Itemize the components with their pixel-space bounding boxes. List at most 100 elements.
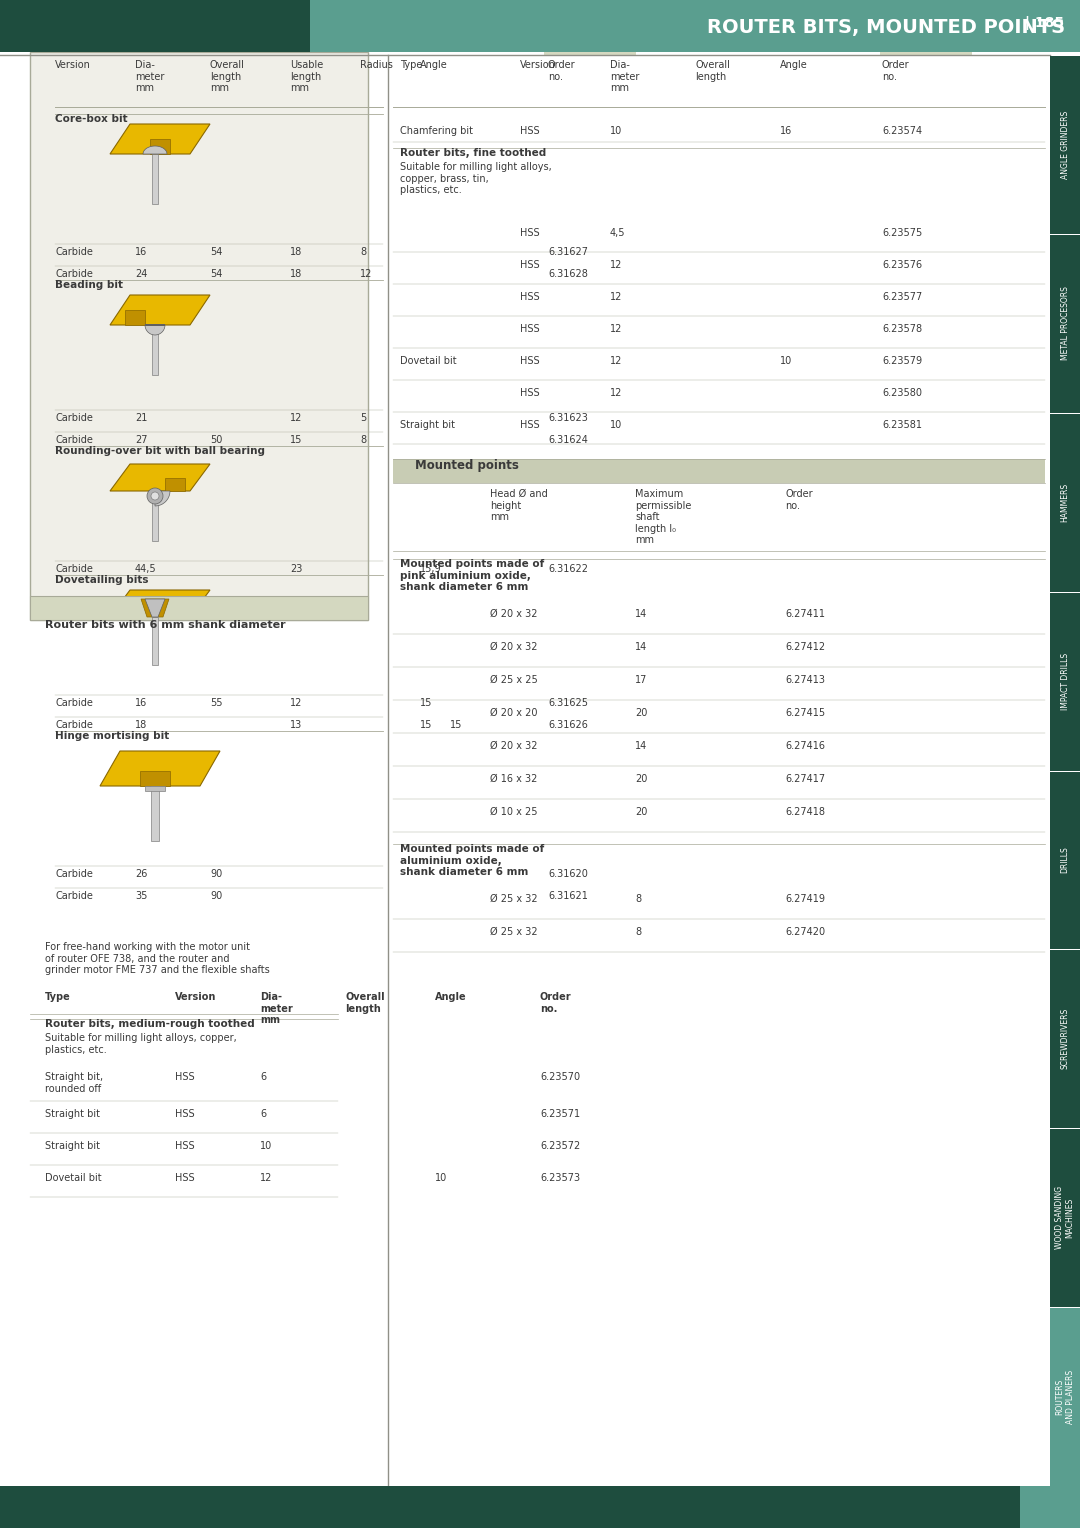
Polygon shape [145,599,165,617]
Text: HSS: HSS [519,324,540,335]
Text: 16: 16 [135,698,147,707]
Polygon shape [143,147,167,154]
Bar [1050,593,1080,770]
Text: ROUTER BITS, MOUNTED POINTS: ROUTER BITS, MOUNTED POINTS [707,18,1065,38]
Text: Overall
length: Overall length [696,60,730,81]
Text: Carbide: Carbide [55,869,93,879]
Text: 6.23571: 6.23571 [540,1109,580,1118]
Polygon shape [110,465,210,490]
Text: Dia-
meter
mm: Dia- meter mm [260,992,293,1025]
Text: For free-hand working with the motor unit
of router OFE 738, and the router and
: For free-hand working with the motor uni… [45,941,270,975]
Text: 44,5: 44,5 [135,564,157,575]
Circle shape [147,487,163,504]
Text: 90: 90 [210,869,222,879]
Text: HSS: HSS [519,228,540,238]
Text: Dia-
meter
mm: Dia- meter mm [135,60,164,93]
Bar [30,596,368,620]
Text: 12: 12 [291,698,302,707]
Text: Rounding-over bit with ball bearing: Rounding-over bit with ball bearing [55,446,265,455]
Text: Order
no.: Order no. [785,489,812,510]
Text: HSS: HSS [519,292,540,303]
Bar [30,52,368,620]
Text: 6.27418: 6.27418 [785,807,825,817]
Polygon shape [156,490,170,506]
Text: Overall
length: Overall length [345,992,384,1013]
Text: Carbide: Carbide [55,248,93,257]
Text: 15,9: 15,9 [420,564,442,575]
Text: 54: 54 [210,269,222,280]
Text: Ø 25 x 32: Ø 25 x 32 [490,927,538,937]
Text: 12: 12 [610,356,622,367]
Text: 6.23575: 6.23575 [882,228,922,238]
Text: 26: 26 [135,869,147,879]
Text: 6: 6 [260,1109,266,1118]
Bar [145,785,165,792]
Text: Ø 25 x 25: Ø 25 x 25 [490,675,538,685]
Text: 50: 50 [210,435,222,445]
Text: 15: 15 [291,435,302,445]
Text: 6.27420: 6.27420 [785,927,825,937]
Text: Head Ø and
height
mm: Head Ø and height mm [490,489,548,523]
Text: 12: 12 [610,324,622,335]
Text: 6: 6 [260,1073,266,1082]
Text: 16: 16 [780,125,793,136]
Text: 6.23580: 6.23580 [882,388,922,397]
Bar [393,458,1045,483]
Polygon shape [110,124,210,154]
Text: 6.27419: 6.27419 [785,894,825,905]
Text: 6.23577: 6.23577 [882,292,922,303]
Bar [1050,950,1080,1128]
Text: 8: 8 [635,894,642,905]
Text: DRILLS: DRILLS [1061,847,1069,874]
Bar [1050,1129,1080,1306]
Text: 55: 55 [210,698,222,707]
Text: 6.31626: 6.31626 [548,720,588,730]
Text: Mounted points: Mounted points [415,458,518,472]
Circle shape [151,492,159,500]
Text: 6.23578: 6.23578 [882,324,922,335]
Text: Overall
length
mm: Overall length mm [210,60,245,93]
Text: Dovetail bit: Dovetail bit [400,356,457,367]
Bar [152,617,158,665]
Text: 15: 15 [420,720,432,730]
Text: 18: 18 [291,248,302,257]
Text: 6.31621: 6.31621 [548,891,588,902]
Text: Ø 20 x 32: Ø 20 x 32 [490,610,538,619]
Text: 6.31625: 6.31625 [548,698,588,707]
Text: Chamfering bit: Chamfering bit [400,125,473,136]
Text: Ø 10 x 25: Ø 10 x 25 [490,807,538,817]
Text: Carbide: Carbide [55,269,93,280]
Text: Order
no.: Order no. [548,60,576,81]
Text: Angle: Angle [420,60,448,70]
Text: 20: 20 [635,775,647,784]
Text: | 185: | 185 [1025,15,1064,31]
Text: 6.27413: 6.27413 [785,675,825,685]
Polygon shape [110,295,210,325]
Text: Ø 25 x 32: Ø 25 x 32 [490,894,538,905]
Text: Straight bit: Straight bit [400,420,455,429]
Text: 12: 12 [610,260,622,270]
Text: Straight bit: Straight bit [45,1109,100,1118]
Text: 6.23581: 6.23581 [882,420,922,429]
Text: 6.31624: 6.31624 [548,435,588,445]
Text: 6.23576: 6.23576 [882,260,922,270]
Text: 23: 23 [291,564,302,575]
Text: Ø 16 x 32: Ø 16 x 32 [490,775,538,784]
Text: 6.23573: 6.23573 [540,1174,580,1183]
Text: Mounted points made of
aluminium oxide,
shank diameter 6 mm: Mounted points made of aluminium oxide, … [400,843,544,877]
Bar [1050,414,1080,591]
Text: Type: Type [400,60,422,70]
Text: Straight bit: Straight bit [45,1141,100,1151]
Text: 18: 18 [291,269,302,280]
Text: 6.27411: 6.27411 [785,610,825,619]
Text: 12: 12 [260,1174,272,1183]
Text: 12: 12 [610,388,622,397]
Text: 5: 5 [360,413,366,423]
Text: 13: 13 [291,720,302,730]
Bar [152,154,158,205]
Text: 54: 54 [210,248,222,257]
Text: 12: 12 [610,292,622,303]
Text: ANGLE GRINDERS: ANGLE GRINDERS [1061,110,1069,179]
Text: 14: 14 [635,642,647,652]
Text: 17: 17 [635,675,647,685]
